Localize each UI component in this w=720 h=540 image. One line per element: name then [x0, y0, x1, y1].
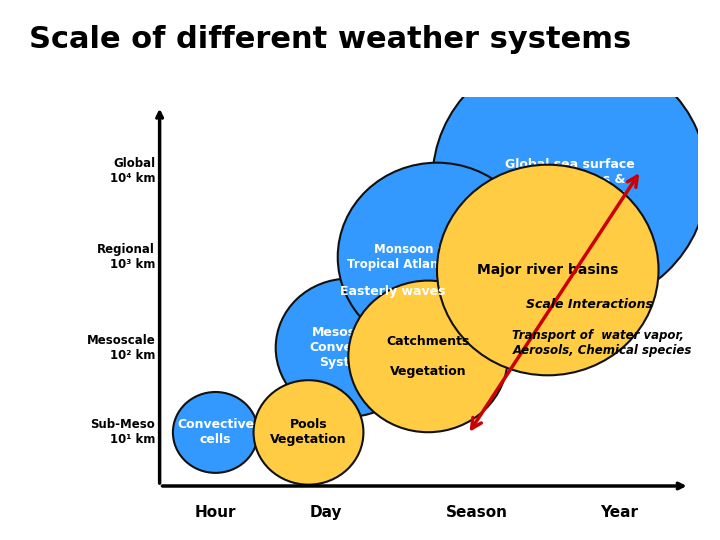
- Ellipse shape: [348, 281, 508, 432]
- Text: Easterly waves: Easterly waves: [340, 285, 446, 298]
- Text: Pools
Vegetation: Pools Vegetation: [270, 418, 347, 447]
- Text: Transport of  water vapor,
Aerosols, Chemical species: Transport of water vapor, Aerosols, Chem…: [513, 329, 692, 357]
- Text: Major river basins: Major river basins: [477, 263, 618, 277]
- Ellipse shape: [173, 392, 258, 473]
- Text: Catchments

Vegetation: Catchments Vegetation: [387, 335, 470, 378]
- Text: Day: Day: [310, 505, 343, 520]
- Text: Sub-Meso
10¹ km: Sub-Meso 10¹ km: [91, 418, 156, 447]
- Text: Scale of different weather systems: Scale of different weather systems: [29, 25, 631, 54]
- Text: Global
10⁴ km: Global 10⁴ km: [109, 157, 156, 185]
- Text: Monsoon system &
Tropical Atlantic variability: Monsoon system & Tropical Atlantic varia…: [347, 243, 526, 271]
- Ellipse shape: [433, 49, 707, 310]
- Text: Year: Year: [600, 505, 638, 520]
- Text: Regional
10³ km: Regional 10³ km: [97, 243, 156, 271]
- Ellipse shape: [276, 279, 421, 417]
- Ellipse shape: [338, 163, 536, 352]
- Text: Global sea surface
temperatures &
Teleconnections: Global sea surface temperatures & Teleco…: [505, 158, 635, 201]
- Text: Mesoscale
Convective
Systems: Mesoscale Convective Systems: [310, 326, 387, 369]
- Ellipse shape: [437, 165, 659, 375]
- Ellipse shape: [253, 380, 364, 485]
- Text: Convective
cells: Convective cells: [177, 418, 254, 447]
- Text: Hour: Hour: [194, 505, 236, 520]
- Text: Mesoscale
10² km: Mesoscale 10² km: [86, 334, 156, 362]
- Text: Scale Interactions: Scale Interactions: [526, 298, 652, 311]
- Text: Season: Season: [446, 505, 508, 520]
